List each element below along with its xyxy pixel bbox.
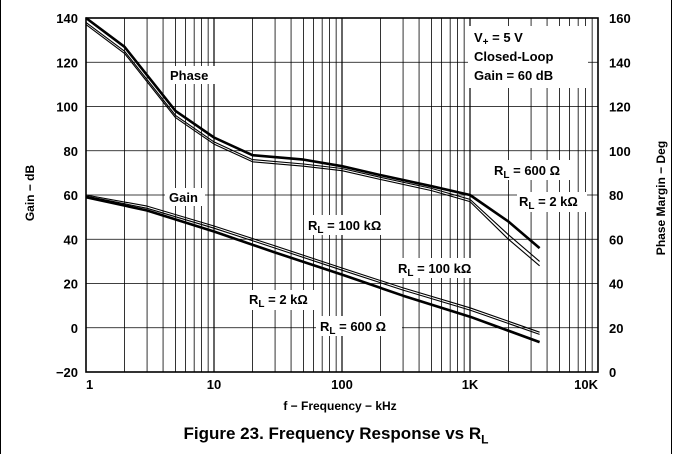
tick-labels: 1 10 100 1K 10K 140 120 100 80 60 40 20 0 −20 160 140 12… [56,11,631,392]
svg-text:RL = 600 Ω: RL = 600 Ω [494,163,560,181]
y-left-tick-label: 80 [64,144,78,159]
y-right-tick-label: 40 [609,277,623,292]
y-left-tick-label: 0 [71,321,78,336]
phase-label: Phase [170,68,208,83]
label-rl-2k-gain: RL = 2 kΩ [246,290,318,310]
gain-series-line-1 [85,195,540,335]
y-right-tick-label: 160 [609,11,631,26]
x-axis-title: f − Frequency − kHz [283,399,396,413]
x-tick-label: 10K [574,377,598,392]
x-tick-label: 100 [331,377,353,392]
y-left-tick-label: 140 [56,11,78,26]
label-rl-600-gain: RL = 600 Ω [316,316,402,337]
svg-text:RL = 600 Ω: RL = 600 Ω [320,319,386,337]
conditions-box [468,26,588,88]
phase-series-line-1 [85,21,540,262]
gain-series-line-0 [85,194,540,333]
y-right-tick-label: 60 [609,232,623,247]
gain-label: Gain [169,190,198,205]
y-axis-left-title: Gain − dB [23,164,37,221]
y-left-tick-label: 20 [64,277,78,292]
y-right-tick-label: 100 [609,144,631,159]
y-right-tick-label: 120 [609,100,631,115]
svg-text:RL = 2 kΩ: RL = 2 kΩ [519,194,578,212]
condition-closed-loop: Closed-Loop [474,49,553,64]
y-left-tick-label: −20 [56,365,78,380]
phase-label-bg [165,66,221,84]
label-rl-100k-gain-upper: RL = 100 kΩ [304,215,396,236]
y-left-tick-label: 100 [56,100,78,115]
y-right-tick-label: 20 [609,321,623,336]
x-tick-label: 1K [462,377,479,392]
y-left-tick-label: 120 [56,55,78,70]
svg-text:RL = 100 kΩ: RL = 100 kΩ [398,261,471,279]
series-lines [85,16,541,344]
x-tick-label: 1 [86,377,93,392]
gain-series-line-2 [85,195,541,344]
y-right-tick-label: 140 [609,55,631,70]
svg-text:RL = 2 kΩ: RL = 2 kΩ [249,292,308,310]
y-right-tick-label: 0 [609,365,616,380]
phase-series-line-2 [85,24,540,267]
frequency-response-chart: 1 10 100 1K 10K 140 120 100 80 60 40 20 0 −20 160 140 12… [23,11,668,413]
svg-text:RL = 100 kΩ: RL = 100 kΩ [308,218,381,236]
figure-caption: Figure 23. Frequency Response vs RL [183,424,489,447]
label-rl-100k-phase: RL = 100 kΩ [395,258,485,279]
label-rl-600-phase: RL = 600 Ω [490,160,576,181]
phase-series-line-0 [85,16,541,250]
y-axis-right-title: Phase Margin − Deg [654,141,668,255]
y-right-tick-label: 80 [609,188,623,203]
label-rl-2k-phase: RL = 2 kΩ [517,192,587,212]
y-left-tick-label: 60 [64,188,78,203]
y-left-tick-label: 40 [64,232,78,247]
x-tick-label: 10 [207,377,221,392]
condition-gain: Gain = 60 dB [474,68,553,83]
gain-label-bg [165,188,205,206]
